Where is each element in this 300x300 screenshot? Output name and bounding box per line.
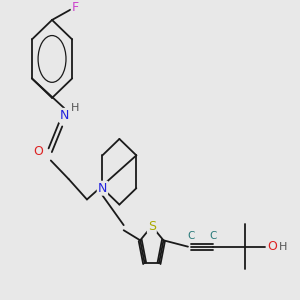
Text: O: O bbox=[268, 240, 278, 253]
Text: N: N bbox=[98, 182, 107, 195]
Text: H: H bbox=[71, 103, 80, 113]
Text: O: O bbox=[34, 145, 44, 158]
Text: H: H bbox=[279, 242, 288, 252]
Text: C: C bbox=[187, 231, 195, 242]
Text: F: F bbox=[72, 1, 79, 14]
Text: S: S bbox=[148, 220, 156, 232]
Text: C: C bbox=[209, 231, 217, 242]
Text: N: N bbox=[60, 109, 69, 122]
